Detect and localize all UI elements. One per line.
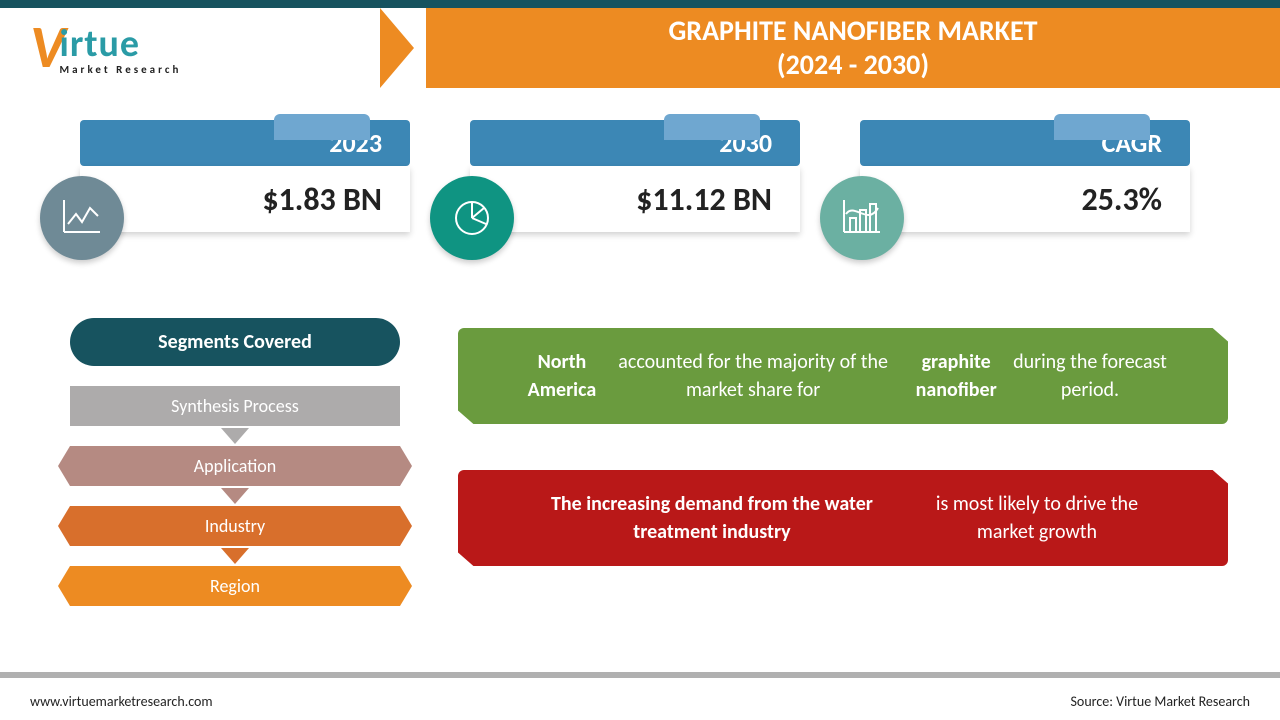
arrow-down-icon [221,488,249,504]
logo: V irtue Market Research [0,8,370,88]
top-accent-bar [0,0,1280,8]
pie-chart-icon [430,176,514,260]
card-tab [664,114,760,140]
title-line-2: (2024 - 2030) [777,48,929,82]
logo-sub-text: Market Research [59,63,181,76]
header: V irtue Market Research GRAPHITE NANOFIB… [0,8,1280,88]
card-tab [274,114,370,140]
footer-divider [0,672,1280,678]
segments-header: Segments Covered [70,318,400,366]
stat-card-2023: 2023 $1.83 BN [80,120,410,232]
segments-column: Segments Covered Synthesis Process Applic… [70,318,400,606]
title-banner: GRAPHITE NANOFIBER MARKET (2024 - 2030) [426,8,1280,88]
chevron-icon [380,8,414,88]
footer-url: www.virtuemarketresearch.com [30,693,213,710]
insight-regional: North America accounted for the majority… [458,328,1228,424]
logo-main-text: irtue [59,21,181,67]
card-tab [1054,114,1150,140]
bar-chart-icon [820,176,904,260]
card-value: 25.3% [860,166,1190,232]
segment-item: Application [70,446,400,486]
footer-source: Source: Virtue Market Research [1071,693,1251,710]
stat-card-cagr: CAGR 25.3% [860,120,1190,232]
segment-item: Industry [70,506,400,546]
arrow-down-icon [221,428,249,444]
card-value: $11.12 BN [470,166,800,232]
footer: www.virtuemarketresearch.com Source: Vir… [0,682,1280,720]
segments-list: Synthesis Process Application Industry Regi… [70,386,400,606]
line-chart-icon [40,176,124,260]
card-value: $1.83 BN [80,166,410,232]
title-line-1: GRAPHITE NANOFIBER MARKET [668,14,1037,48]
stat-card-2030: 2030 $11.12 BN [470,120,800,232]
stats-row: 2023 $1.83 BN 2030 $11.12 BN CAGR 25.3% [80,120,1220,232]
segment-item: Synthesis Process [70,386,400,426]
arrow-down-icon [221,548,249,564]
insight-driver: The increasing demand from the water tre… [458,470,1228,566]
segment-item: Region [70,566,400,606]
